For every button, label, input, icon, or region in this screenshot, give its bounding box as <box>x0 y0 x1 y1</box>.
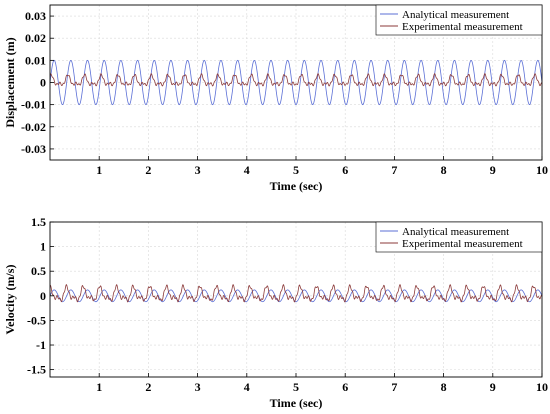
legend-entry: Experimental measurement <box>402 21 523 33</box>
y-tick-label: 1 <box>40 240 46 254</box>
x-tick-label: 1 <box>96 380 102 394</box>
y-tick-label: -0.03 <box>21 142 46 156</box>
x-tick-label: 9 <box>490 163 496 177</box>
x-tick-label: 8 <box>441 380 447 394</box>
y-tick-label: -0.5 <box>27 313 46 327</box>
x-tick-label: 3 <box>195 163 201 177</box>
legend-entry: Analytical measurement <box>402 9 509 21</box>
x-tick-label: 10 <box>536 380 548 394</box>
x-tick-label: 6 <box>342 163 348 177</box>
series-line-analytical <box>50 59 542 106</box>
x-tick-label: 4 <box>244 380 250 394</box>
legend-entry: Experimental measurement <box>402 238 523 250</box>
x-tick-label: 2 <box>145 163 151 177</box>
x-axis-label: Time (sec) <box>270 179 323 193</box>
y-tick-label: -1.5 <box>27 363 46 377</box>
x-tick-label: 5 <box>293 163 299 177</box>
x-tick-label: 3 <box>195 380 201 394</box>
x-tick-label: 6 <box>342 380 348 394</box>
x-tick-label: 1 <box>96 163 102 177</box>
y-tick-label: 0 <box>40 76 46 90</box>
displacement-chart: 1 2 3 4 5 6 7 8 9 10 -0.03 -0.02 -0.01 0 0.01 0.02 0.03 T… <box>3 4 548 193</box>
x-tick-label: 7 <box>391 380 397 394</box>
x-axis-label: Time (sec) <box>270 396 323 410</box>
y-tick-label: -0.02 <box>21 120 46 134</box>
y-axis-label: Velocity (m/s) <box>3 265 17 335</box>
x-tick-label: 7 <box>391 163 397 177</box>
x-tick-label: 10 <box>536 163 548 177</box>
y-tick-label: -1 <box>36 338 46 352</box>
y-tick-label: 0.03 <box>25 9 46 23</box>
y-tick-label: 0 <box>40 289 46 303</box>
series-line-experimental <box>50 283 542 303</box>
x-tick-label: 9 <box>490 380 496 394</box>
y-axis-label: Displacement (m) <box>3 37 17 127</box>
y-tick-label: 0.01 <box>25 53 46 67</box>
y-tick-label: 1.5 <box>31 215 46 229</box>
x-tick-label: 5 <box>293 380 299 394</box>
y-tick-label: -0.01 <box>21 98 46 112</box>
x-tick-label: 4 <box>244 163 250 177</box>
y-tick-label: 0.02 <box>25 31 46 45</box>
x-tick-label: 8 <box>441 163 447 177</box>
x-tick-label: 2 <box>145 380 151 394</box>
velocity-chart: 1 2 3 4 5 6 7 8 9 10 -1.5 -1 -0.5 0 0.5 1 1.5 Time (sec) V… <box>3 215 548 410</box>
y-tick-label: 0.5 <box>31 264 46 278</box>
legend-entry: Analytical measurement <box>402 226 509 238</box>
series-line-experimental <box>50 73 542 87</box>
